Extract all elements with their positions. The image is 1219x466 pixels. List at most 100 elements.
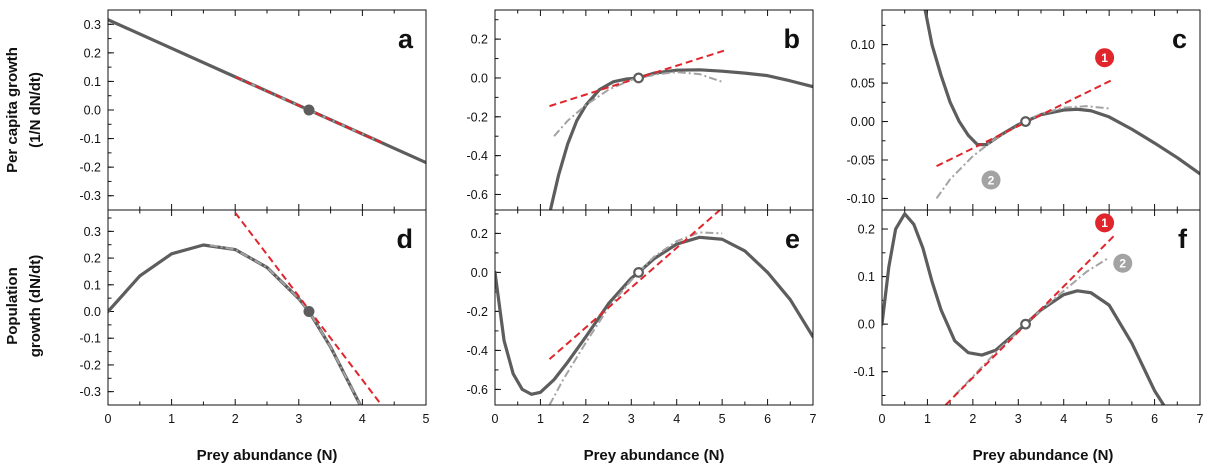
y-tick-label: 0.2 xyxy=(471,227,488,241)
x-tick-label: 3 xyxy=(628,412,635,426)
series-curve-line xyxy=(108,243,363,405)
y-tick-label: -0.2 xyxy=(466,305,488,319)
x-tick-label: 2 xyxy=(969,412,976,426)
panels: 0.3 0.2 0.1 0.0 -0.1 -0.2 -0.3 a 0.2 0.0 -0.2 -0.4 -… xyxy=(79,9,1204,426)
x-axis-title-right: Prey abundance (N) xyxy=(973,447,1114,464)
equilibrium-point xyxy=(303,104,315,116)
series-tangent-line xyxy=(548,210,722,360)
y-tick-label: -0.05 xyxy=(847,154,876,168)
y-tick-label: 0.3 xyxy=(84,225,101,239)
x-axis-title-left: Prey abundance (N) xyxy=(197,447,338,464)
panel-b-letter: b xyxy=(784,24,801,54)
y-tick-label: 0.2 xyxy=(84,252,101,266)
x-tick-label: 2 xyxy=(232,412,239,426)
y-tick-label: -0.2 xyxy=(79,161,101,175)
y-axis-title-top: Per capita growth (1/N dN/dt) xyxy=(4,47,44,173)
y-axis-title-bottom: Population growth (dN/dt) xyxy=(4,255,44,357)
x-tick-label: 1 xyxy=(537,412,544,426)
series-tangent-line xyxy=(234,212,383,405)
y-tick-label: 0.0 xyxy=(471,266,488,280)
x-tick-label: 3 xyxy=(1015,412,1022,426)
y-tick-label: -0.6 xyxy=(466,188,488,202)
panel-a-series xyxy=(108,18,426,165)
panel-d-frame xyxy=(107,209,427,406)
y-tick-label: -0.4 xyxy=(466,149,488,163)
panel-e-series xyxy=(495,210,813,405)
x-tick-label: 5 xyxy=(719,412,726,426)
x-tick-label: 7 xyxy=(810,412,817,426)
x-tick-label: 2 xyxy=(582,412,589,426)
x-tick-label: 1 xyxy=(924,412,931,426)
series-approx-line xyxy=(209,244,362,405)
badge-1-circle xyxy=(1095,213,1115,233)
y-tick-label: 0.05 xyxy=(851,77,875,91)
badge-1-circle xyxy=(1095,48,1115,68)
badge-1-label: 1 xyxy=(1101,216,1108,230)
x-tick-label: 4 xyxy=(673,412,680,426)
x-tick-label: 7 xyxy=(1197,412,1204,426)
panel-d-letter: d xyxy=(397,224,414,254)
badge-2-label: 2 xyxy=(988,173,995,187)
y-axis-title-top-line1: Per capita growth xyxy=(4,47,21,173)
panel-f-frame xyxy=(881,209,1201,406)
y-tick-label: 0.10 xyxy=(851,38,875,52)
y-tick-label: -0.2 xyxy=(466,110,488,124)
panel-e-letter: e xyxy=(785,224,800,254)
panel-c-letter: c xyxy=(1172,24,1187,54)
panel-b-frame xyxy=(494,9,814,211)
y-tick-label: -0.4 xyxy=(466,344,488,358)
y-axis-title-bottom-line2: growth (dN/dt) xyxy=(27,255,44,357)
x-tick-label: 4 xyxy=(359,412,366,426)
x-tick-label: 5 xyxy=(1106,412,1113,426)
x-tick-label: 0 xyxy=(105,412,112,426)
y-tick-label: 0.1 xyxy=(84,278,101,292)
panel-a-letter: a xyxy=(398,24,414,54)
y-tick-label: 0.0 xyxy=(84,104,101,118)
y-tick-label: 0.00 xyxy=(851,115,875,129)
badge-2-circle xyxy=(981,170,1001,190)
y-tick-label: -0.1 xyxy=(79,332,101,346)
series-approx-line xyxy=(548,231,723,405)
y-tick-label: 0.0 xyxy=(471,71,488,85)
y-tick-label: -0.1 xyxy=(853,365,875,379)
x-tick-label: 4 xyxy=(1060,412,1067,426)
y-tick-label: -0.2 xyxy=(79,358,101,372)
panel-f: 0.2 0.1 0.0 -0.1 0 1 2 3 4 5 6 7 1 2 f xyxy=(853,209,1204,426)
panel-f-series xyxy=(882,212,1166,405)
y-tick-label: 0.2 xyxy=(858,223,875,237)
y-tick-label: -0.3 xyxy=(79,385,101,399)
badge-2-label: 2 xyxy=(1119,257,1126,271)
x-tick-label: 1 xyxy=(168,412,175,426)
equilibrium-point xyxy=(633,72,644,84)
panel-d: 0.3 0.2 0.1 0.0 -0.1 -0.2 -0.3 0 1 2 3 4 5 d xyxy=(79,209,430,426)
badge-1-label: 1 xyxy=(1101,51,1108,65)
series-curve-line xyxy=(882,212,1166,405)
x-tick-label: 6 xyxy=(1151,412,1158,426)
series-approx-line xyxy=(953,256,1110,397)
panel-e-frame xyxy=(494,209,814,406)
panel-c: 0.10 0.05 0.00 -0.05 -0.10 1 2 c xyxy=(847,9,1201,211)
y-tick-label: 0.0 xyxy=(84,305,101,319)
y-tick-label: 0.1 xyxy=(84,75,101,89)
y-tick-label: 0.0 xyxy=(858,318,875,332)
x-tick-label: 6 xyxy=(764,412,771,426)
badge-2-circle xyxy=(1113,253,1133,273)
x-tick-label: 5 xyxy=(423,412,430,426)
y-tick-label: 0.2 xyxy=(471,33,488,47)
equilibrium-point xyxy=(303,306,315,318)
x-tick-label: 0 xyxy=(879,412,886,426)
panel-e: 0.2 0.0 -0.2 -0.4 -0.6 0 1 2 3 4 5 6 7 e xyxy=(466,209,817,426)
equilibrium-point xyxy=(1020,116,1031,127)
y-axis-title-top-line2: (1/N dN/dt) xyxy=(27,72,44,148)
y-tick-label: -0.10 xyxy=(847,192,876,206)
x-tick-label: 0 xyxy=(492,412,499,426)
series-curve-line xyxy=(548,68,813,210)
panel-b-series xyxy=(548,48,813,210)
y-tick-label: 0.3 xyxy=(84,18,101,32)
panel-d-series xyxy=(108,212,383,405)
panel-c-series xyxy=(923,10,1200,200)
x-axis-title-middle: Prey abundance (N) xyxy=(584,447,725,464)
y-tick-label: -0.3 xyxy=(79,189,101,203)
series-curve-line xyxy=(495,235,813,396)
